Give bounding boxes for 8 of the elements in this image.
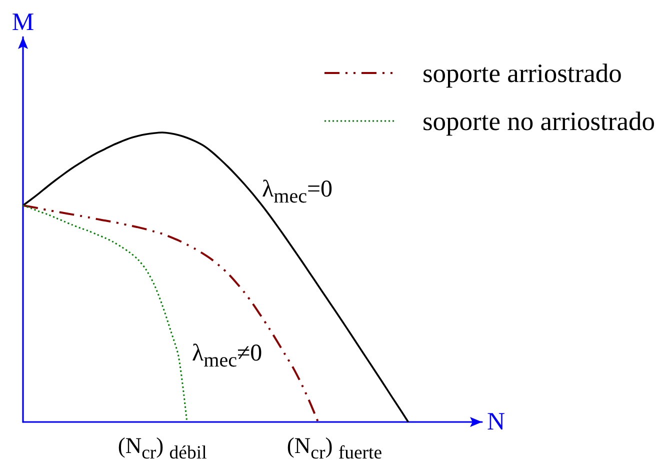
x-tick-label: (N$_{cr}$) $_{débil}$ — [118, 433, 207, 464]
legend-label: soporte no arriostrado — [422, 106, 656, 136]
annotation: λ$_{mec}$≠0 — [192, 340, 262, 374]
x-axis-title: N — [487, 408, 506, 436]
legend-label: soporte arriostrado — [422, 58, 622, 88]
y-axis-title: M — [12, 9, 34, 36]
annotation: λ$_{mec}$=0 — [262, 176, 332, 210]
x-tick-label: (N$_{cr}$) $_{fuerte}$ — [286, 433, 382, 464]
